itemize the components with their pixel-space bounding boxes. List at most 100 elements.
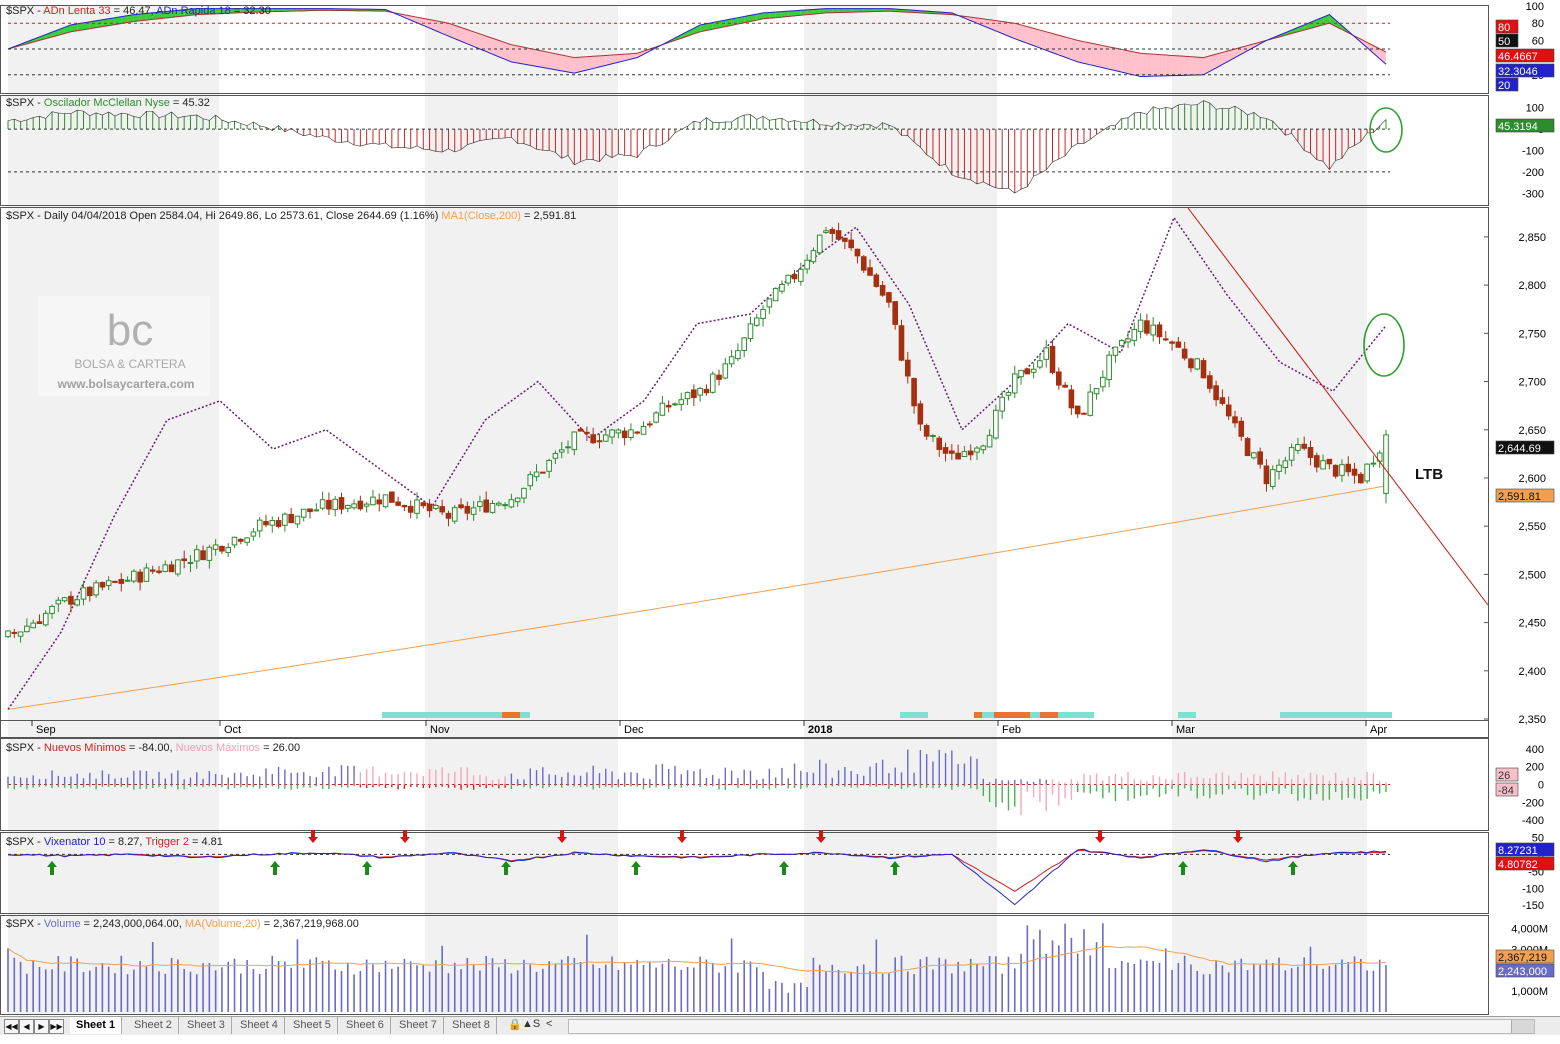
candle-body [36,621,43,625]
candle-body [420,502,427,507]
adn-header: $SPX - ADn Lenta 33 = 46.47, ADn Rapida … [6,5,271,17]
candle-body [1049,345,1056,373]
scroll-mode-icon[interactable]: ▲S [522,1018,541,1030]
candle-body [936,437,943,450]
adn-fill-segment [240,8,248,13]
highs-lows-panel[interactable] [7,749,1390,815]
adn-fill-segment [574,57,581,74]
adn-fill-segment [83,21,90,30]
candle-body [980,445,987,451]
mcclellan-panel[interactable] [7,100,1403,194]
adn-fill-segment [448,23,455,39]
candle-body [1358,473,1364,484]
adn-fill-segment [838,8,845,13]
adn-slow-label: ADn Lenta 33 [43,5,110,17]
price-panel[interactable] [5,207,1489,718]
scrollbar-thumb[interactable] [1511,1020,1534,1033]
candle-body [1269,469,1276,488]
candle-body [1320,460,1326,470]
adn-panel[interactable] [7,8,1390,78]
adn-fill-segment [203,8,210,15]
candle-body [546,459,552,472]
candle-body [1106,354,1112,381]
candle-body [709,373,716,393]
buy-signal-arrow [270,861,280,875]
candle-body [672,403,678,406]
adn-fill-segment [737,16,745,25]
candle-body [1081,412,1087,415]
adn-fill-segment [479,33,487,52]
candle-body [810,250,817,263]
sheet-tab-2[interactable]: Sheet 2 [128,1017,179,1034]
sheet-tab-4[interactable]: Sheet 4 [234,1017,285,1034]
adn-tag-80: 80 [1498,22,1510,34]
adn-fill-segment [102,18,109,27]
adn-fill-segment [851,8,858,13]
adn-fill-segment [542,51,550,69]
candle-body [1112,346,1119,356]
adn-fill-segment [876,8,883,12]
candle-body [1074,405,1081,415]
vixenator-axis-label: 50 [1532,832,1544,844]
candle-body [798,268,804,282]
adn-fill-segment [977,18,984,26]
candle-body [1257,451,1263,465]
adn-fill-segment [272,8,279,12]
adn-fill-segment [1065,36,1072,60]
adn-fill-segment [1285,30,1292,36]
sell-signal-arrow [308,830,318,843]
mcclellan-axis-label: -300 [1522,188,1544,200]
sheet-tab-8[interactable]: Sheet 8 [446,1017,497,1034]
adn-fill-segment [140,13,147,21]
candle-body [1307,446,1314,458]
mcclellan-highlight-circle [1369,107,1403,153]
volume-panel[interactable] [7,923,1387,1012]
month-label: Apr [1370,724,1387,736]
candle-body [565,446,571,449]
sheet-tab-6[interactable]: Sheet 6 [340,1017,391,1034]
buy-signal-arrow [1178,861,1188,875]
month-label: Feb [1002,724,1021,736]
month-label: 2018 [808,724,832,736]
candle-body [514,497,521,503]
sheet-tab-7[interactable]: Sheet 7 [393,1017,444,1034]
sell-signal-arrow [557,830,567,843]
sheet-tab-1[interactable]: Sheet 1 [70,1017,123,1034]
first-sheet-button[interactable]: ◀◀ [4,1019,19,1034]
sheet-tab-5[interactable]: Sheet 5 [287,1017,338,1034]
price-axis-label: 2,700 [1518,377,1546,389]
sheet-tab-3[interactable]: Sheet 3 [181,1017,232,1034]
adn-fill-segment [605,55,613,66]
candle-body [200,550,206,561]
candle-body [892,301,899,325]
horizontal-scrollbar[interactable] [568,1019,1535,1034]
price-axis-label: 2,550 [1518,521,1546,533]
close-tag: 2,644.69 [1498,443,1541,455]
adn-fill-segment [505,42,512,62]
vixenator-panel[interactable] [7,830,1390,906]
candle-body [244,537,250,543]
ma200-label: MA1(Close,200) [441,210,520,222]
buy-signal-arrow [501,861,511,875]
next-sheet-button[interactable]: ▶ [34,1019,49,1034]
scroll-left-icon[interactable]: < [546,1018,553,1030]
adn-tag-20-bg [1495,77,1519,92]
adn-fill-segment [1172,55,1179,76]
lock-icon[interactable]: 🔒 [508,1019,522,1031]
volume-ma-tag: 2,367,219 [1498,952,1547,964]
adn-tag-50-bg [1495,33,1519,48]
candle-body [68,595,74,605]
adn-fill-segment [442,21,449,37]
prev-sheet-button[interactable]: ◀ [19,1019,34,1034]
candle-body [1383,434,1389,494]
sheet-tab-bar: ◀◀ ◀ ▶ ▶▶ Sheet 1 Sheet 2 Sheet 3 Sheet 4 Sh… [0,1016,1560,1036]
adn-fill-segment [586,56,594,70]
buy-signal-arrow [890,861,900,875]
adn-fill-segment [1178,55,1185,76]
candle-body [332,498,338,510]
last-sheet-button[interactable]: ▶▶ [49,1019,64,1034]
candle-body [313,509,320,512]
adn-fill-segment [159,11,166,19]
candle-body [571,431,578,451]
